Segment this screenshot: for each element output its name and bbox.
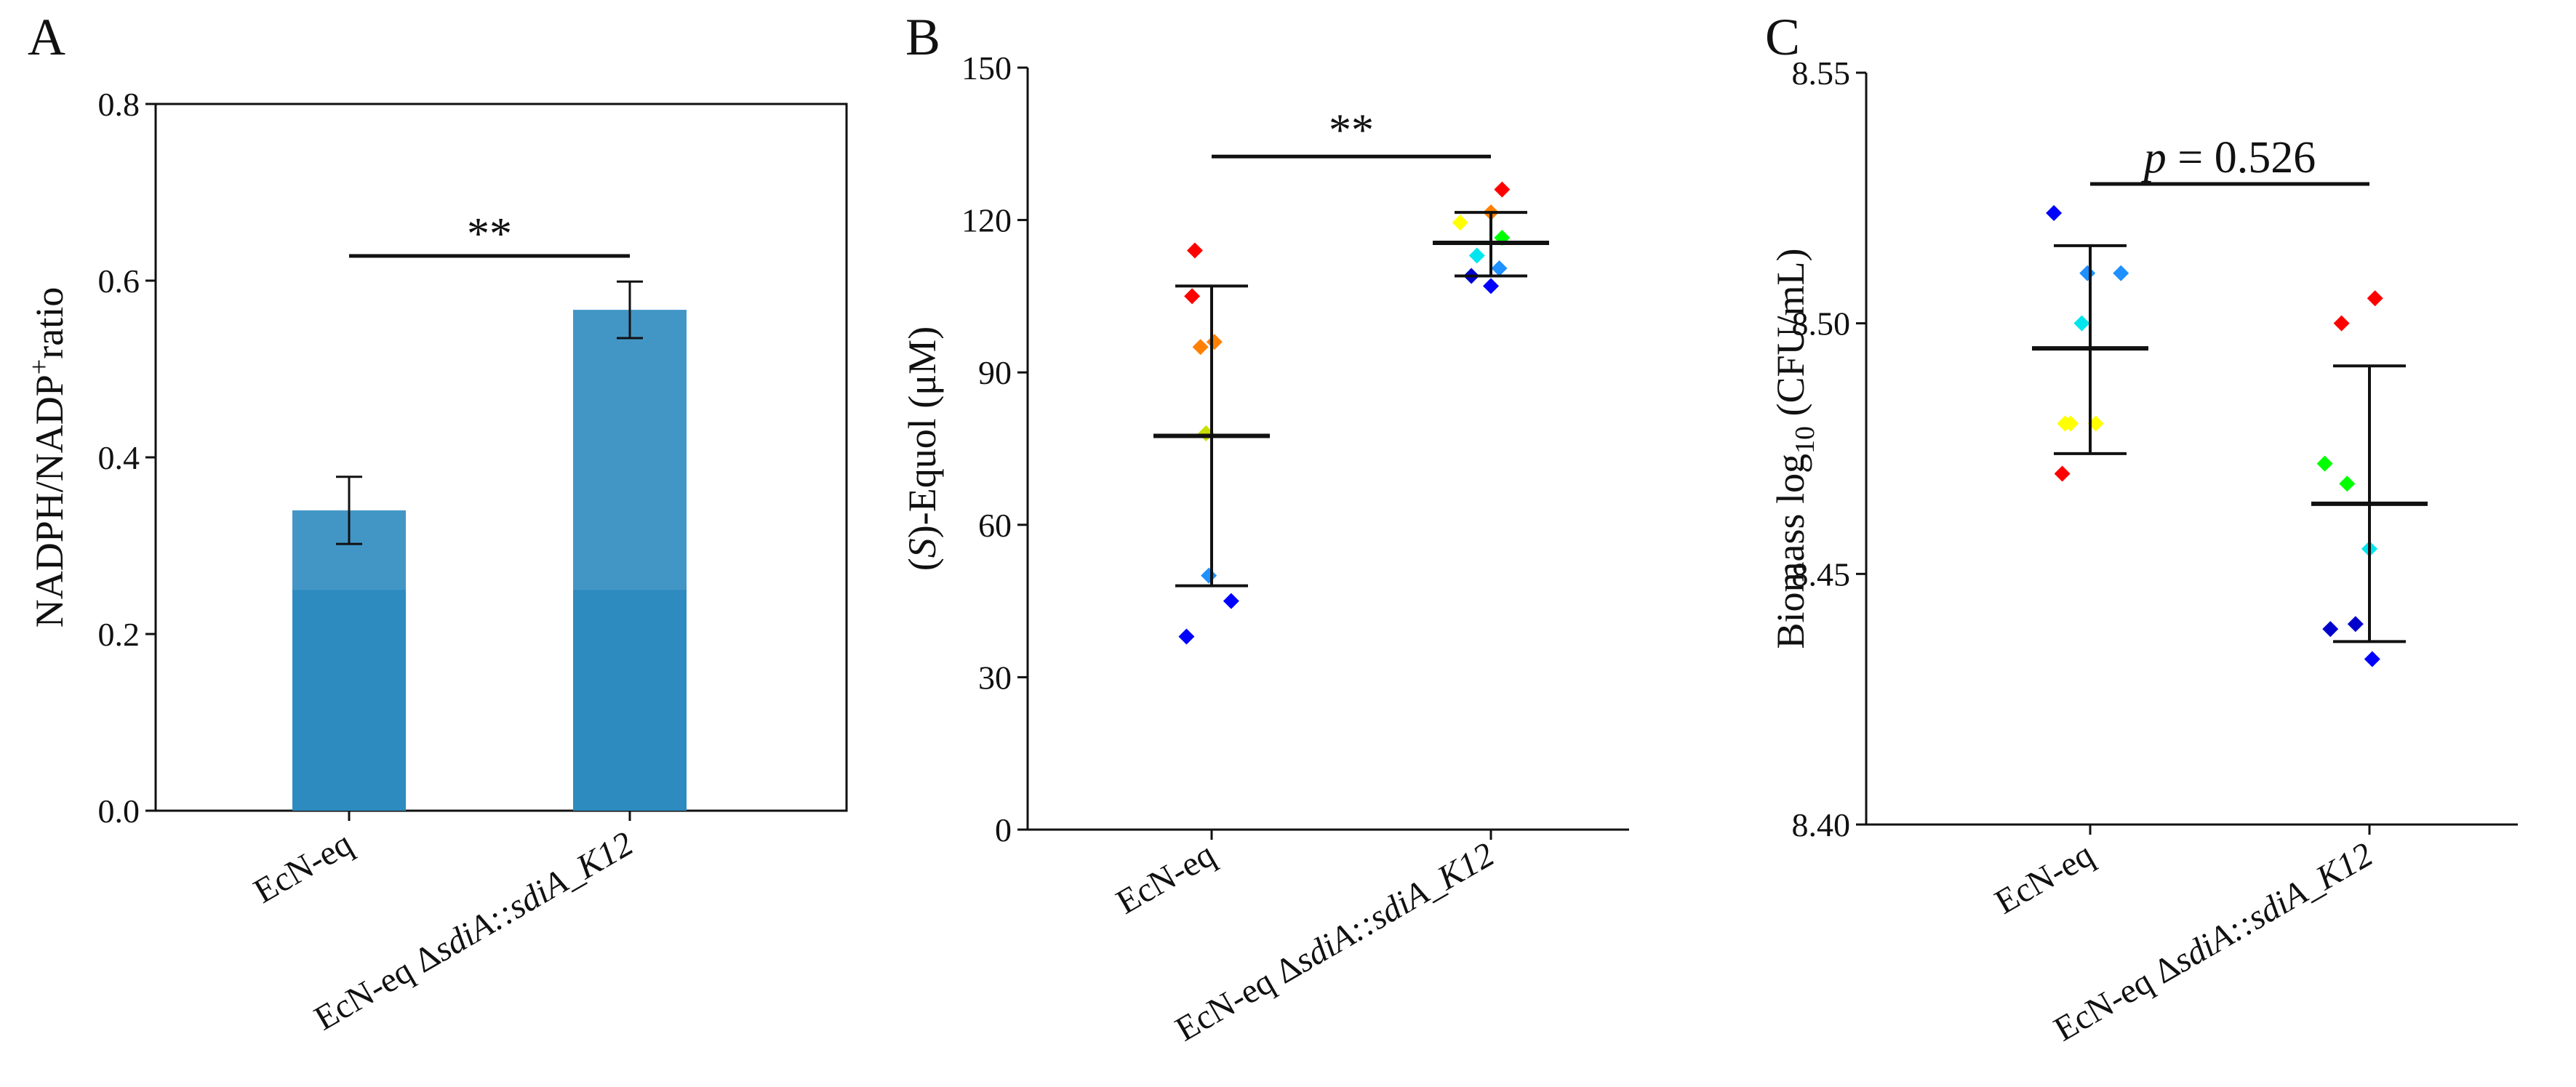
y-axis-title-main: NADPH/NADP [28, 374, 71, 627]
significance-label: p = 0.526 [2141, 133, 2316, 182]
category-label-suffix: sdiA_K12 [1362, 835, 1500, 938]
data-point [2322, 621, 2339, 638]
y-axis-title-italic: S [900, 538, 944, 558]
data-point [1206, 334, 1223, 350]
data-point [1184, 288, 1201, 305]
category-label-ecn-eq: EcN-eq [247, 825, 359, 911]
p-symbol: p [2141, 133, 2167, 182]
y-axis-title-tail: ratio [28, 287, 71, 359]
y-tick-label: 8.40 [1792, 806, 1851, 843]
data-point [2339, 476, 2356, 492]
y-axis-title: (S)-Equol (μM) [900, 326, 944, 571]
data-point [1483, 278, 1499, 294]
data-point [2113, 265, 2129, 281]
y-tick-label: 120 [961, 202, 1012, 239]
y-tick-label: 150 [961, 49, 1012, 87]
data-point [2054, 465, 2071, 482]
y-tick-label: 0.2 [98, 616, 140, 653]
data-point [2367, 290, 2383, 307]
y-tick-label: 30 [978, 659, 1012, 696]
y-tick-label: 8.45 [1792, 555, 1851, 593]
data-point [1201, 567, 1217, 584]
category-label-ecn-eq: EcN-eq [1988, 835, 2100, 922]
category-label-prefix: EcN-eq Δ [1169, 947, 1308, 1049]
significance-label: ** [467, 209, 512, 259]
data-point [2364, 651, 2380, 667]
category-label-suffix: sdiA_K12 [2241, 835, 2379, 938]
g: C 8.40 8.45 8.50 8.55 p = 0.526 EcN-eq EcN-eq Δ… [1765, 8, 2518, 1049]
y-axis-title-tail: (CFU/mL) [1769, 248, 1812, 426]
data-point [1186, 242, 1203, 259]
data-point [2046, 205, 2063, 222]
category-label-ecn-eq: EcN-eq [1110, 835, 1221, 922]
data-point [1491, 260, 1508, 276]
data-point [1192, 339, 1209, 356]
y-tick-label: 8.50 [1792, 305, 1851, 342]
y-tick-label: 0.4 [98, 439, 140, 476]
panel-letter-a: A [28, 8, 65, 66]
y-tick-label: 0 [995, 811, 1012, 849]
y-tick-label: 0.0 [98, 793, 140, 830]
y-axis-title: Biomass log10 (CFU/mL) [1769, 248, 1820, 649]
y-tick-label: 0.6 [98, 262, 140, 300]
panel-letter-b: B [905, 8, 940, 66]
data-point [1494, 181, 1511, 198]
y-axis-title-post: )-Equol (μM) [900, 326, 944, 538]
data-point [1223, 593, 1239, 609]
data-point [2087, 415, 2104, 432]
y-tick-label: 8.55 [1792, 55, 1851, 92]
panel-letter-c: C [1765, 8, 1800, 66]
category-label-suffix: sdiA_K12 [501, 825, 639, 927]
y-axis-title-sup: + [24, 359, 55, 374]
data-point [2347, 616, 2364, 633]
data-point [2333, 315, 2350, 332]
y-tick-label: 0.8 [98, 86, 140, 123]
significance-label: ** [1329, 105, 1374, 155]
data-point [2063, 415, 2079, 432]
y-axis-title: NADPH/NADP+ratio [24, 287, 71, 627]
y-axis-title-main: Biomass log [1769, 454, 1812, 649]
y-axis-title-pre: ( [900, 558, 944, 571]
y-axis-title-sub: 10 [1790, 426, 1820, 454]
data-point [2073, 315, 2090, 332]
y-tick-label: 60 [978, 507, 1012, 544]
y-tick-label: 90 [978, 354, 1012, 391]
p-value: = 0.526 [2167, 133, 2316, 182]
category-label-prefix: EcN-eq Δ [308, 936, 447, 1038]
data-point [1178, 628, 1195, 645]
data-point [2316, 455, 2333, 472]
bar-base-shade [573, 590, 687, 811]
data-point [1452, 214, 1468, 231]
bar-base-shade [292, 590, 406, 811]
data-point [2079, 265, 2096, 281]
category-label-prefix: EcN-eq Δ [2047, 947, 2186, 1049]
data-point [1468, 247, 1485, 264]
